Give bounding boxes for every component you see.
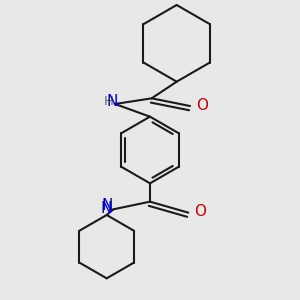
Text: N: N	[106, 94, 118, 109]
Text: N: N	[102, 198, 113, 213]
Text: H: H	[103, 95, 113, 108]
Text: N: N	[100, 201, 112, 216]
Text: O: O	[194, 205, 206, 220]
Text: O: O	[196, 98, 208, 113]
